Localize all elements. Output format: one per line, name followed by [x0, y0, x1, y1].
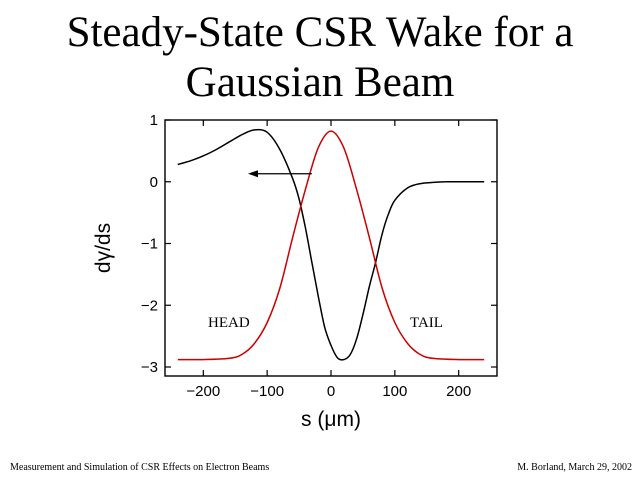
y-tick-label: −2: [141, 297, 158, 314]
footer-right: M. Borland, March 29, 2002: [517, 462, 632, 473]
y-tick-label: −1: [141, 236, 158, 253]
beam-profile-curve: [177, 130, 485, 361]
x-axis-label: s (μm): [301, 408, 361, 431]
y-tick-label: 0: [150, 174, 158, 191]
x-tick-label: −100: [250, 383, 284, 400]
axis-ticks: 1 0 −1 −2 −3 −200 −100 0 100 200: [141, 112, 497, 400]
wake-curve: [177, 128, 485, 361]
direction-arrow-head: [248, 170, 258, 178]
title-line-1: Steady-State CSR Wake for a: [66, 9, 574, 56]
title-line-2: Gaussian Beam: [185, 59, 455, 106]
x-tick-label: 200: [446, 383, 471, 400]
y-axis-label: dγ/ds: [92, 223, 115, 273]
x-tick-label: −200: [186, 383, 220, 400]
x-tick-label: 100: [382, 383, 407, 400]
arrow-layer: [248, 170, 312, 178]
y-tick-label: −3: [141, 359, 158, 376]
tail-label: TAIL: [410, 315, 443, 331]
head-label: HEAD: [208, 315, 250, 331]
series-layer: [177, 128, 485, 361]
slide-title: Steady-State CSR Wake for a Gaussian Bea…: [0, 8, 640, 108]
footer-left: Measurement and Simulation of CSR Effect…: [10, 462, 270, 473]
y-tick-label: 1: [150, 112, 158, 129]
plot-frame: [164, 119, 498, 377]
x-tick-label: 0: [327, 383, 335, 400]
